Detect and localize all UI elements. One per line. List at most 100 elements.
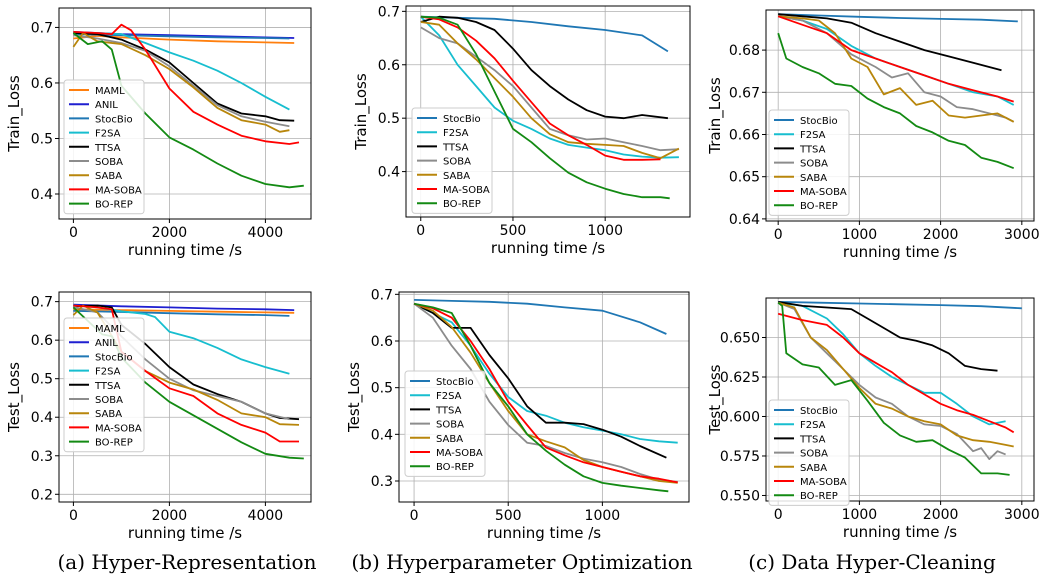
x-tick-label: 0 — [774, 227, 783, 243]
y-tick-label: 0.575 — [720, 449, 760, 465]
legend-label: SOBA — [800, 159, 828, 170]
chart-panel-5: 0 500 1000 0.3 0.4 0.5 0.6 0.7 running time /s Te… — [345, 287, 690, 542]
legend-label: BO-REP — [800, 491, 838, 502]
y-tick-label: 0.625 — [720, 370, 760, 386]
y-tick-label: 0.7 — [31, 295, 53, 311]
caption-b: (b) Hyperparameter Optimization — [351, 550, 693, 574]
legend-label: SABA — [436, 434, 463, 445]
series-line-ttsa — [413, 302, 667, 459]
legend-box — [63, 79, 145, 215]
series-line-soba — [413, 302, 678, 483]
series-line-stocbio — [73, 33, 290, 40]
caption-c: (c) Data Hyper-Cleaning — [748, 550, 996, 574]
y-tick-label: 0.7 — [378, 4, 400, 20]
legend-label: TTSA — [94, 381, 121, 392]
y-tick-label: 0.65 — [729, 170, 760, 186]
x-tick-label: 1000 — [585, 508, 621, 524]
series-line-saba — [72, 32, 290, 133]
x-tick-label: 0 — [410, 508, 419, 524]
series-line-saba — [420, 21, 680, 160]
x-tick-label: 2000 — [923, 507, 959, 523]
series-line-f2sa — [420, 16, 679, 159]
series-line-saba — [72, 304, 300, 426]
legend-label: F2SA — [95, 367, 121, 378]
x-tick-label: 0 — [69, 225, 78, 241]
legend-label: TTSA — [442, 142, 469, 153]
series-line-ma-soba — [777, 15, 1014, 103]
series-line-bo-rep — [420, 15, 670, 200]
legend-label: ANIL — [95, 338, 118, 349]
y-tick-label: 0.6 — [371, 334, 393, 350]
y-tick-label: 0.3 — [31, 449, 53, 465]
y-axis-label: Test_Loss — [706, 364, 725, 435]
plot-frame — [405, 5, 691, 218]
x-axis-label: running time /s — [128, 241, 242, 259]
y-axis-label: Train_Loss — [5, 75, 24, 153]
x-axis-label: running time /s — [843, 523, 957, 541]
chart-panel-1: 0 2000 4000 0.4 0.5 0.6 0.7 running time /s Trai… — [5, 7, 312, 259]
legend-label: F2SA — [800, 420, 826, 431]
plot-frame — [58, 7, 312, 220]
series-line-bo-rep — [413, 302, 669, 493]
legend-label: SABA — [443, 171, 470, 182]
x-axis-label: running time /s — [128, 524, 242, 542]
series-line-bo-rep — [777, 32, 1015, 170]
y-tick-label: 0.5 — [371, 381, 393, 397]
legend-label: F2SA — [800, 130, 826, 141]
series-line-anil — [73, 303, 295, 311]
series-line-stocbio — [414, 299, 667, 335]
plot-frame — [58, 291, 312, 503]
y-tick-label: 0.6 — [31, 76, 53, 92]
legend: StocBio F2SA TTSA SOBA SABA MA-SOBA BO-REP — [404, 370, 486, 477]
series-line-f2sa — [413, 302, 678, 444]
x-axis-label: running time /s — [491, 239, 605, 257]
legend: StocBio F2SA TTSA SOBA SABA MA-SOBA BO-REP — [768, 109, 850, 216]
legend-label: SOBA — [443, 157, 471, 168]
y-tick-label: 0.5 — [378, 111, 400, 127]
x-tick-label: 500 — [495, 508, 522, 524]
x-tick-label: 3000 — [1004, 507, 1040, 523]
x-tick-label: 2000 — [923, 227, 959, 243]
legend-label: MAML — [95, 324, 125, 335]
series-line-ma-soba — [777, 312, 1015, 434]
legend-label: SOBA — [800, 449, 828, 460]
y-axis-label: Test_Loss — [5, 362, 24, 433]
y-tick-label: 0.7 — [371, 287, 393, 303]
legend-box — [404, 370, 486, 477]
legend-label: MA-SOBA — [95, 423, 142, 434]
legend-label: StocBio — [95, 114, 133, 125]
legend-label: SABA — [800, 173, 827, 184]
y-tick-label: 0.650 — [720, 330, 760, 346]
y-tick-label: 0.600 — [720, 409, 760, 425]
legend-label: SOBA — [436, 420, 464, 431]
legend-label: BO-REP — [800, 201, 838, 212]
plot-frame — [765, 297, 1035, 502]
chart-panel-3: 0 1000 2000 3000 0.64 0.65 0.66 0.67 0.68 running… — [706, 9, 1040, 261]
legend-label: TTSA — [799, 434, 826, 445]
legend-label: StocBio — [443, 114, 481, 125]
y-tick-label: 0.7 — [31, 20, 53, 36]
series-line-bo-rep — [777, 301, 1010, 476]
legend: MAML ANIL StocBio F2SA TTSA SOBA SABA MA-SOBA BO… — [63, 317, 145, 453]
chart-panel-4: 0 2000 4000 0.2 0.3 0.4 0.5 0.6 0.7 running time … — [5, 291, 312, 542]
series-line-ttsa — [778, 13, 1002, 72]
plot-frame — [398, 291, 690, 503]
y-tick-label: 0.5 — [31, 372, 53, 388]
x-tick-label: 2000 — [152, 508, 188, 524]
legend-label: TTSA — [435, 405, 462, 416]
legend: StocBio F2SA TTSA SOBA SABA MA-SOBA BO-REP — [411, 107, 493, 214]
x-tick-label: 0 — [774, 507, 783, 523]
caption-a: (a) Hyper-Representation — [57, 550, 317, 574]
legend-box — [768, 109, 850, 216]
legend-label: StocBio — [436, 377, 474, 388]
y-tick-label: 0.64 — [729, 212, 760, 228]
legend-label: BO-REP — [95, 438, 133, 449]
series-line-ttsa — [73, 32, 295, 122]
legend-label: F2SA — [95, 129, 121, 140]
series-line-stocbio — [778, 13, 1018, 23]
y-tick-label: 0.4 — [31, 410, 53, 426]
x-tick-label: 0 — [416, 223, 425, 239]
legend-label: MA-SOBA — [800, 187, 847, 198]
y-tick-label: 0.550 — [720, 488, 760, 504]
